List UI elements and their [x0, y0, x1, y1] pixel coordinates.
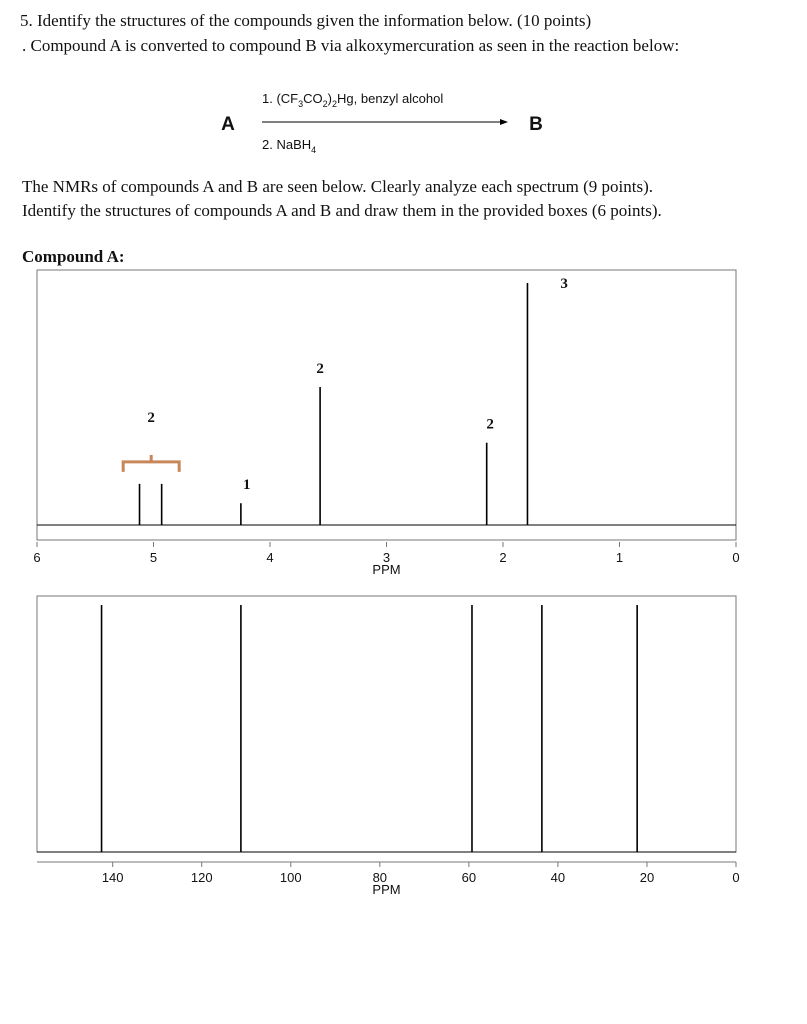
section-label: Compound A: — [22, 247, 125, 266]
instruction: The NMRs of compounds A and B are seen b… — [22, 177, 654, 196]
x-tick-label: 0 — [732, 550, 739, 565]
integration-label: 2 — [316, 361, 324, 377]
x-tick-label: 4 — [266, 550, 273, 565]
integration-label: 2 — [486, 417, 494, 433]
x-tick-label: 1 — [616, 550, 623, 565]
bracket — [121, 454, 181, 472]
x-tick-label: 5 — [150, 550, 157, 565]
integration-label: 3 — [560, 276, 568, 292]
subscript: 3 — [298, 99, 303, 109]
x-tick-label: 20 — [640, 870, 654, 885]
reactant: A — [221, 114, 235, 135]
step-1: 1. (CF3CO2)2Hg, benzyl alcohol — [262, 91, 443, 109]
x-tick-label: 2 — [499, 550, 506, 565]
x-tick-label: 120 — [191, 870, 213, 885]
intro: . Compound A is converted to compound B … — [22, 36, 680, 55]
x-axis-label: PPM — [372, 562, 400, 577]
instruction: Identify the structures of compounds A a… — [22, 201, 662, 220]
reagent: CO — [303, 91, 323, 106]
integration-label: 1 — [243, 477, 251, 493]
plot-frame — [36, 595, 737, 853]
product: B — [529, 114, 543, 135]
reagent: 1. (CF — [262, 91, 298, 106]
x-tick-label: 140 — [102, 870, 124, 885]
question: 5. Identify the structures of the compou… — [20, 11, 592, 30]
subscript: 2 — [323, 99, 328, 109]
reagent: Hg, benzyl alcohol — [337, 91, 443, 106]
x-axis-label: PPM — [372, 882, 400, 897]
x-tick-label: 0 — [732, 870, 739, 885]
integration-label: 2 — [147, 410, 155, 426]
x-tick-label: 100 — [280, 870, 302, 885]
plot-frame — [36, 269, 737, 541]
reagent: 2. NaBH — [262, 137, 311, 152]
arrow-head — [500, 119, 508, 125]
x-tick-label: 40 — [551, 870, 565, 885]
x-tick-label: 60 — [462, 870, 476, 885]
x-tick-label: 3 — [383, 550, 390, 565]
subscript: 2 — [332, 99, 337, 109]
step-2: 2. NaBH4 — [262, 137, 316, 155]
reagent: ) — [328, 91, 332, 106]
x-tick-label: 6 — [33, 550, 40, 565]
x-tick-label: 80 — [373, 870, 387, 885]
subscript: 4 — [311, 145, 316, 155]
